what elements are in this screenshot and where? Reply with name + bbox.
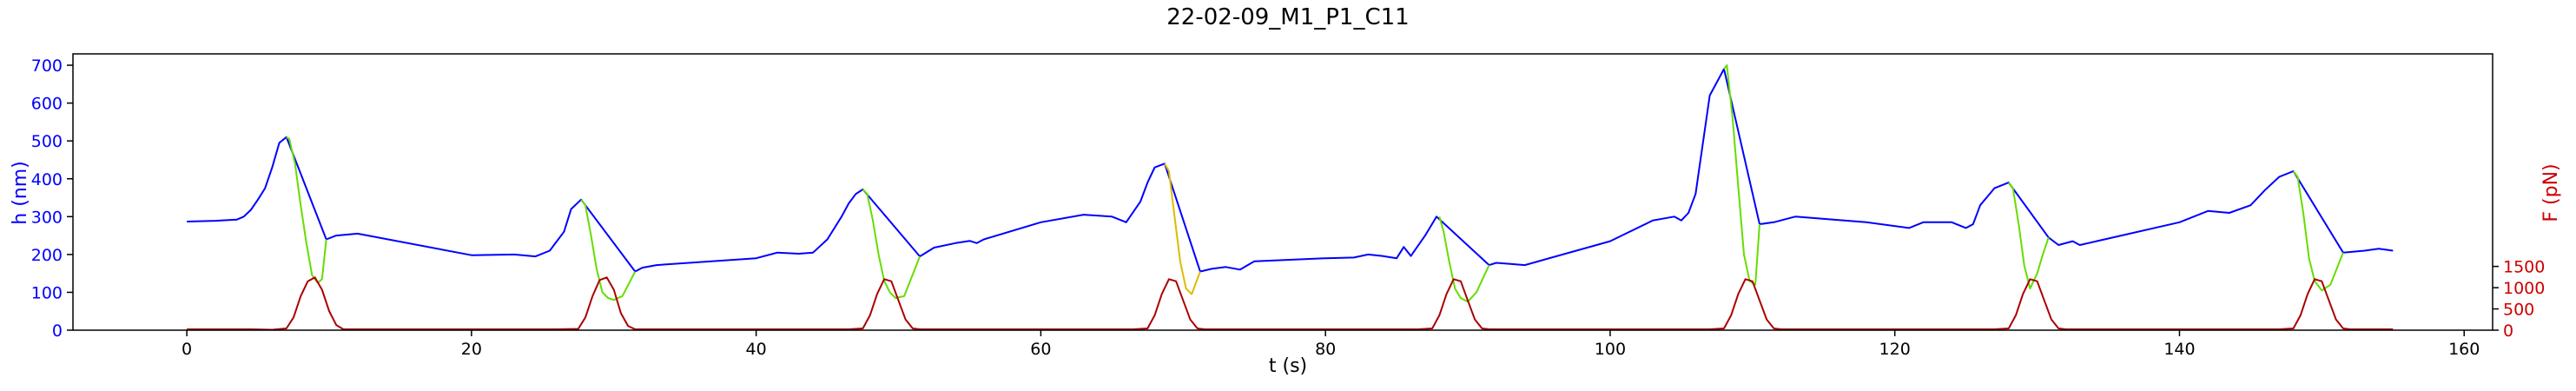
series-line-0-0 <box>187 68 2394 273</box>
y-axis-label: h (nm) <box>10 161 31 224</box>
y2-tick-label-3: 1500 <box>2503 258 2545 277</box>
y2-tick-label-1: 500 <box>2503 301 2534 320</box>
series-line-1-3 <box>1438 216 1490 303</box>
y-tick-label-2: 200 <box>31 246 63 265</box>
y-tick-label-0: 0 <box>52 321 63 341</box>
chart-title: 22-02-09_M1_P1_C11 <box>1166 4 1409 30</box>
y-tick-label-3: 300 <box>31 208 63 227</box>
x-tick-label-7: 140 <box>2163 340 2195 359</box>
y-tick-label-5: 500 <box>31 132 63 151</box>
y-tick-label-7: 700 <box>31 56 63 76</box>
y-tick-label-1: 100 <box>31 283 63 302</box>
plot-frame <box>72 53 2493 331</box>
y2-tick-label-0: 0 <box>2503 321 2513 341</box>
axes: 0 20 40 60 80 100 120 140 160 0 100 200 300 400 500 600… <box>31 53 2545 359</box>
y-tick-label-6: 600 <box>31 95 63 114</box>
x-tick-label-5: 100 <box>1595 340 1626 359</box>
x-tick-label-3: 60 <box>1030 340 1051 359</box>
x-tick-label-1: 20 <box>461 340 482 359</box>
series-line-3-0 <box>187 276 2394 331</box>
x-tick-label-0: 0 <box>182 340 192 359</box>
y2-tick-label-2: 1000 <box>2503 279 2545 298</box>
series-line-1-1 <box>580 199 637 302</box>
x-tick-label-8: 160 <box>2448 340 2480 359</box>
series-line-2-0 <box>1164 162 1201 295</box>
x-tick-label-6: 120 <box>1879 340 1911 359</box>
x-tick-label-2: 40 <box>746 340 767 359</box>
series-line-1-5 <box>2008 182 2050 290</box>
x-tick-label-4: 80 <box>1315 340 1336 359</box>
x-axis-label: t (s) <box>1269 355 1307 377</box>
series-line-1-6 <box>2292 170 2344 292</box>
series-line-1-4 <box>1723 64 1760 286</box>
plot-area <box>187 64 2394 331</box>
series-line-1-0 <box>286 136 327 284</box>
y2-axis-label: F (pN) <box>2540 163 2562 222</box>
y-tick-label-4: 400 <box>31 170 63 189</box>
